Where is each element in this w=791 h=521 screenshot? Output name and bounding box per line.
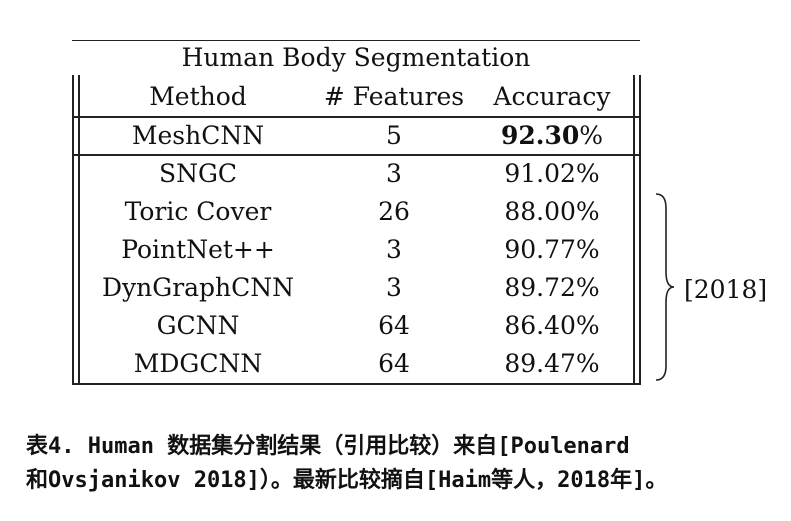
- header-separator: [72, 116, 641, 118]
- row-features: 3: [386, 235, 402, 264]
- header-features: # Features: [323, 82, 465, 111]
- row-accuracy: 91.02%: [472, 159, 632, 189]
- outer-right-rule-1: [633, 75, 635, 383]
- row-features: 5: [386, 121, 402, 150]
- row-method: MDGCNN: [133, 349, 263, 378]
- row-accuracy: 86.40%: [472, 311, 632, 341]
- accuracy-value: 90.77: [504, 235, 576, 264]
- accuracy-value: 86.40: [504, 311, 576, 340]
- accuracy-unit: %: [575, 273, 600, 302]
- row-features: 26: [378, 197, 410, 226]
- accuracy-value: 89.72: [504, 273, 576, 302]
- row-accuracy: 88.00%: [472, 197, 632, 227]
- row-accuracy: 89.72%: [472, 273, 632, 303]
- row-accuracy: 89.47%: [472, 349, 632, 379]
- accuracy-unit: %: [575, 235, 600, 264]
- accuracy-unit: %: [579, 121, 604, 150]
- row-features: 3: [386, 159, 402, 188]
- row-features: 3: [386, 273, 402, 302]
- accuracy-unit: %: [575, 349, 600, 378]
- accuracy-value: 89.47: [504, 349, 576, 378]
- best-row-separator: [72, 154, 641, 156]
- header-accuracy: Accuracy: [493, 82, 611, 111]
- row-method: Toric Cover: [124, 197, 272, 226]
- row-method: MeshCNN: [131, 121, 265, 150]
- brace-year-label: [2018]: [684, 275, 768, 304]
- table-title: Human Body Segmentation: [72, 40, 640, 75]
- row-features: 64: [378, 349, 410, 378]
- accuracy-value-best: 92.30: [500, 121, 580, 150]
- row-method: SNGC: [158, 159, 238, 188]
- accuracy-unit: %: [575, 159, 600, 188]
- row-accuracy: 92.30%: [472, 121, 632, 151]
- bottom-rule: [72, 383, 641, 385]
- caption-line-2: 和Ovsjanikov 2018]）。最新比较摘自[Haim等人，2018年]。: [26, 468, 668, 493]
- outer-left-rule-1: [72, 75, 74, 383]
- curly-brace-icon: [655, 193, 675, 381]
- accuracy-unit: %: [575, 197, 600, 226]
- accuracy-value: 88.00: [504, 197, 576, 226]
- outer-right-rule-2: [639, 75, 641, 383]
- caption-line-1: 表4. Human 数据集分割结果（引用比较）来自[Poulenard: [26, 434, 630, 459]
- outer-left-rule-2: [78, 75, 80, 383]
- row-method: GCNN: [156, 311, 240, 340]
- accuracy-value: 91.02: [504, 159, 576, 188]
- table-caption: 表4. Human 数据集分割结果（引用比较）来自[Poulenard 和Ovs…: [26, 430, 776, 498]
- row-method: DynGraphCNN: [101, 273, 295, 302]
- row-accuracy: 90.77%: [472, 235, 632, 265]
- row-features: 64: [378, 311, 410, 340]
- accuracy-unit: %: [575, 311, 600, 340]
- row-method: PointNet++: [121, 235, 275, 264]
- header-method: Method: [149, 82, 247, 111]
